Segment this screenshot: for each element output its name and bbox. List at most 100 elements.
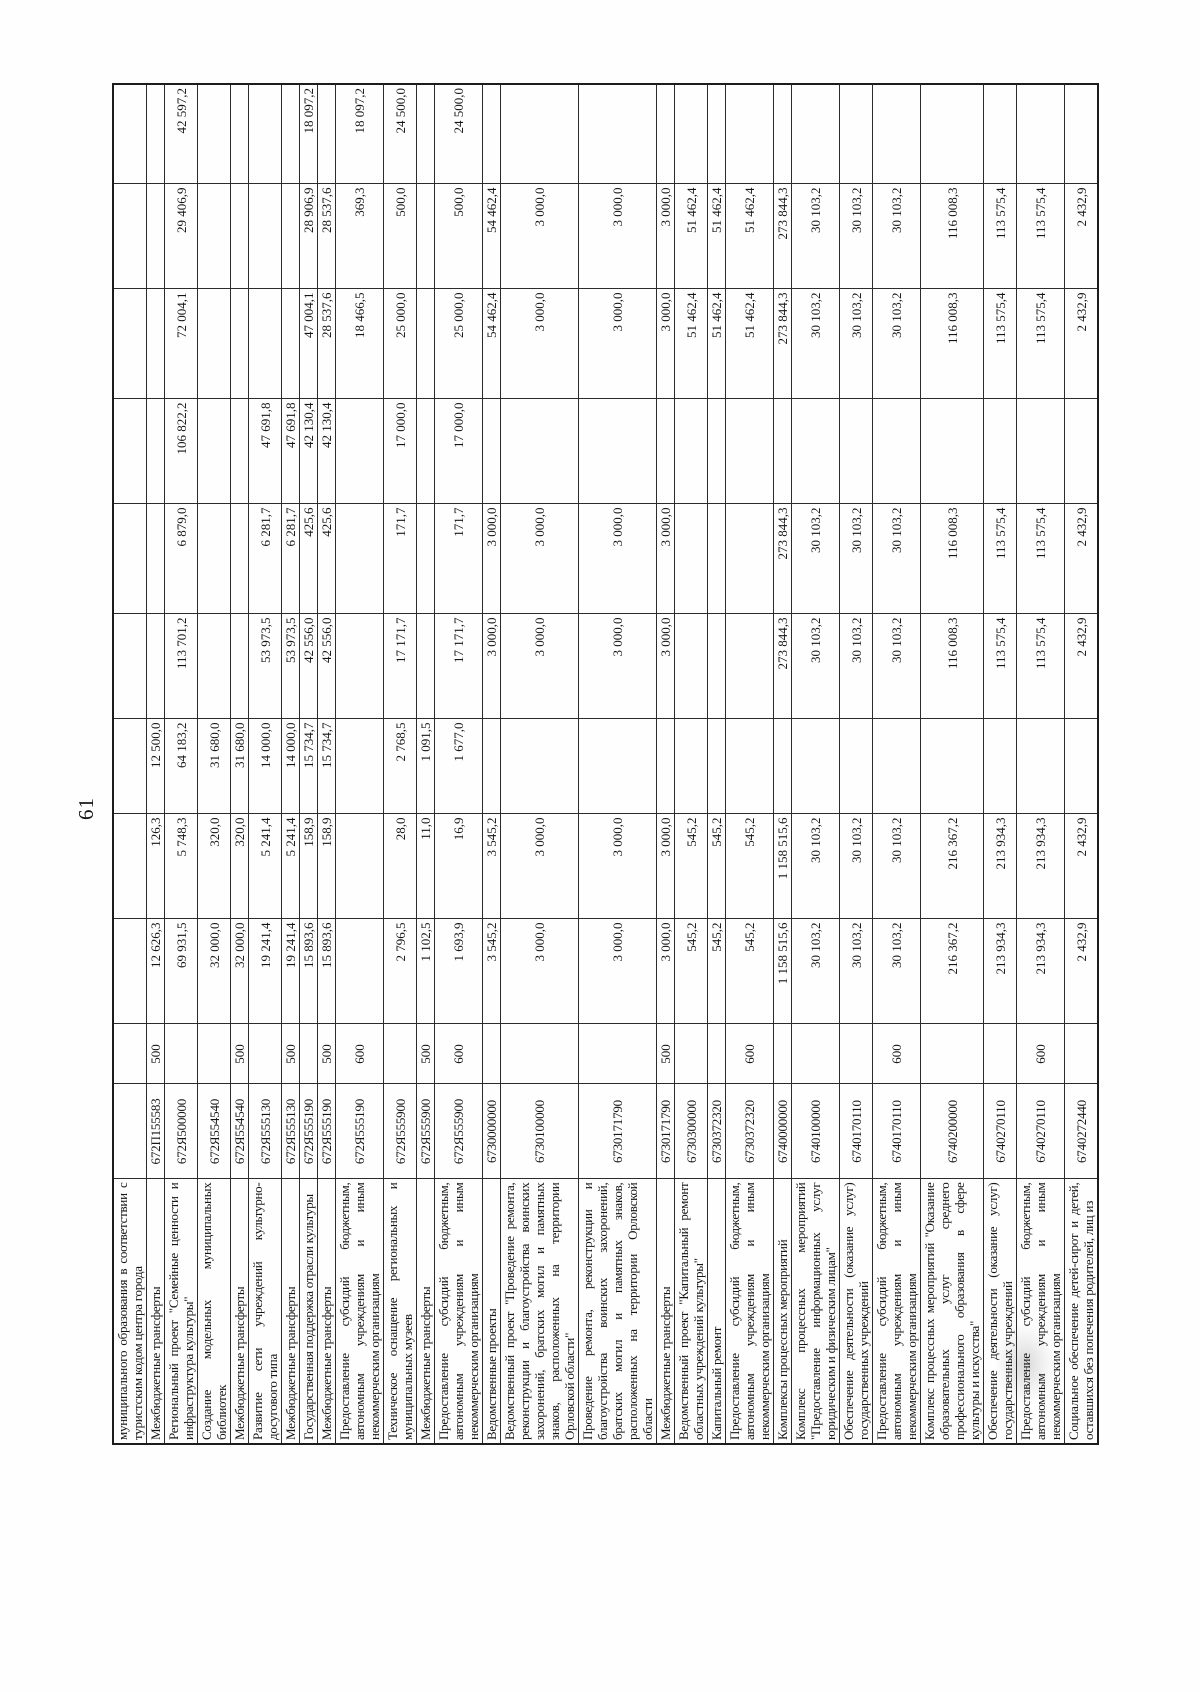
cell-amount-9 bbox=[500, 84, 579, 184]
cell-amount-9 bbox=[248, 84, 282, 184]
table-row: Социальное обеспечение детей-сирот и дет… bbox=[1064, 84, 1098, 1444]
cell-amount-1: 545,2 bbox=[707, 919, 726, 1024]
cell-amount-2: 2 432,9 bbox=[1064, 814, 1098, 919]
cell-amount-9: 18 097,2 bbox=[299, 84, 318, 184]
cell-amount-3: 15 734,7 bbox=[317, 719, 336, 814]
cell-amount-9 bbox=[773, 84, 792, 184]
cell-amount-7 bbox=[416, 289, 435, 399]
cell-amount-6 bbox=[920, 399, 984, 504]
cell-amount-6 bbox=[773, 399, 792, 504]
table-row: Предоставление субсидий бюджетным, автон… bbox=[872, 84, 921, 1444]
cell-amount-9 bbox=[230, 84, 249, 184]
cell-amount-4 bbox=[416, 614, 435, 719]
table-row: Обеспечение деятельности (оказание услуг… bbox=[983, 84, 1017, 1444]
cell-vr bbox=[299, 1024, 318, 1084]
cell-vr bbox=[791, 1024, 840, 1084]
cell-amount-3 bbox=[1016, 719, 1065, 814]
cell-amount-4 bbox=[335, 614, 384, 719]
cell-code: 6740200000 bbox=[920, 1084, 984, 1179]
cell-amount-2: 545,2 bbox=[674, 814, 708, 919]
cell-code: 672Я554540 bbox=[197, 1084, 231, 1179]
cell-amount-8: 30 103,2 bbox=[839, 184, 873, 289]
cell-amount-7: 54 462,4 bbox=[482, 289, 501, 399]
cell-code: 6730000000 bbox=[482, 1084, 501, 1179]
cell-vr bbox=[578, 1024, 657, 1084]
cell-description: Обеспечение деятельности (оказание услуг… bbox=[983, 1179, 1017, 1444]
cell-amount-4: 2 432,9 bbox=[1064, 614, 1098, 719]
cell-amount-6 bbox=[335, 399, 384, 504]
table-row: Проведение ремонта, реконструкции и благ… bbox=[578, 84, 657, 1444]
cell-amount-3: 2 768,5 bbox=[383, 719, 417, 814]
cell-amount-1: 3 000,0 bbox=[656, 919, 675, 1024]
cell-code: 6740100000 bbox=[791, 1084, 840, 1179]
cell-amount-7: 30 103,2 bbox=[872, 289, 921, 399]
cell-code: 6740272440 bbox=[1064, 1084, 1098, 1179]
cell-amount-5 bbox=[197, 504, 231, 614]
cell-amount-4: 30 103,2 bbox=[839, 614, 873, 719]
budget-table-body: муниципального образования в соответстви… bbox=[113, 84, 1098, 1444]
cell-amount-9 bbox=[791, 84, 840, 184]
cell-amount-6 bbox=[1064, 399, 1098, 504]
cell-amount-2: 5 241,4 bbox=[281, 814, 300, 919]
cell-vr: 500 bbox=[416, 1024, 435, 1084]
cell-amount-9 bbox=[839, 84, 873, 184]
cell-amount-5: 273 844,3 bbox=[773, 504, 792, 614]
cell-amount-7: 51 462,4 bbox=[674, 289, 708, 399]
cell-amount-4: 116 008,3 bbox=[920, 614, 984, 719]
cell-amount-5 bbox=[113, 504, 147, 614]
cell-vr bbox=[674, 1024, 708, 1084]
cell-code: 672Я555190 bbox=[299, 1084, 318, 1179]
cell-amount-8: 3 000,0 bbox=[656, 184, 675, 289]
cell-amount-1: 32 000,0 bbox=[230, 919, 249, 1024]
cell-code: 6730300000 bbox=[674, 1084, 708, 1179]
table-row: Капитальный ремонт 6730372320 545,2 545,2 51… bbox=[707, 84, 726, 1444]
cell-amount-7: 25 000,0 bbox=[383, 289, 417, 399]
cell-description: Предоставление субсидий бюджетным, автон… bbox=[335, 1179, 384, 1444]
cell-amount-5 bbox=[416, 504, 435, 614]
cell-amount-3 bbox=[335, 719, 384, 814]
cell-amount-5: 6 281,7 bbox=[281, 504, 300, 614]
cell-vr bbox=[839, 1024, 873, 1084]
cell-amount-1: 1 102,5 bbox=[416, 919, 435, 1024]
cell-amount-5: 30 103,2 bbox=[839, 504, 873, 614]
cell-code: 6740170110 bbox=[872, 1084, 921, 1179]
cell-amount-3 bbox=[791, 719, 840, 814]
cell-amount-8: 29 406,9 bbox=[164, 184, 198, 289]
cell-amount-1: 32 000,0 bbox=[197, 919, 231, 1024]
cell-amount-5: 171,7 bbox=[434, 504, 483, 614]
cell-amount-8: 273 844,3 bbox=[773, 184, 792, 289]
cell-amount-8: 30 103,2 bbox=[872, 184, 921, 289]
cell-amount-6 bbox=[674, 399, 708, 504]
cell-vr: 500 bbox=[317, 1024, 336, 1084]
cell-amount-3 bbox=[1064, 719, 1098, 814]
cell-amount-9 bbox=[146, 84, 165, 184]
cell-description: Комплекс процессных мероприятий "Оказани… bbox=[920, 1179, 984, 1444]
table-row: Межбюджетные трансферты 672П155583 500 12 6… bbox=[146, 84, 165, 1444]
cell-amount-9 bbox=[920, 84, 984, 184]
cell-code: 672Я500000 bbox=[164, 1084, 198, 1179]
cell-amount-6 bbox=[1016, 399, 1065, 504]
cell-amount-2: 158,9 bbox=[317, 814, 336, 919]
cell-amount-7: 30 103,2 bbox=[839, 289, 873, 399]
cell-amount-4: 42 556,0 bbox=[299, 614, 318, 719]
cell-amount-7: 51 462,4 bbox=[725, 289, 774, 399]
cell-amount-5 bbox=[674, 504, 708, 614]
cell-code bbox=[113, 1084, 147, 1179]
cell-amount-8: 3 000,0 bbox=[578, 184, 657, 289]
table-row: Межбюджетные трансферты 672Я555190 500 15 8… bbox=[317, 84, 336, 1444]
cell-amount-4: 3 000,0 bbox=[656, 614, 675, 719]
cell-amount-3: 14 000,0 bbox=[281, 719, 300, 814]
cell-amount-7: 25 000,0 bbox=[434, 289, 483, 399]
cell-amount-6: 17 000,0 bbox=[383, 399, 417, 504]
table-row: Обеспечение деятельности (оказание услуг… bbox=[839, 84, 873, 1444]
cell-amount-9 bbox=[281, 84, 300, 184]
cell-code: 672Я555900 bbox=[416, 1084, 435, 1179]
cell-amount-9: 42 597,2 bbox=[164, 84, 198, 184]
cell-description: Комплекс процессных мероприятий "Предост… bbox=[791, 1179, 840, 1444]
cell-amount-7: 47 004,1 bbox=[299, 289, 318, 399]
cell-amount-2 bbox=[113, 814, 147, 919]
cell-amount-5: 3 000,0 bbox=[500, 504, 579, 614]
cell-amount-7 bbox=[248, 289, 282, 399]
cell-amount-6 bbox=[113, 399, 147, 504]
